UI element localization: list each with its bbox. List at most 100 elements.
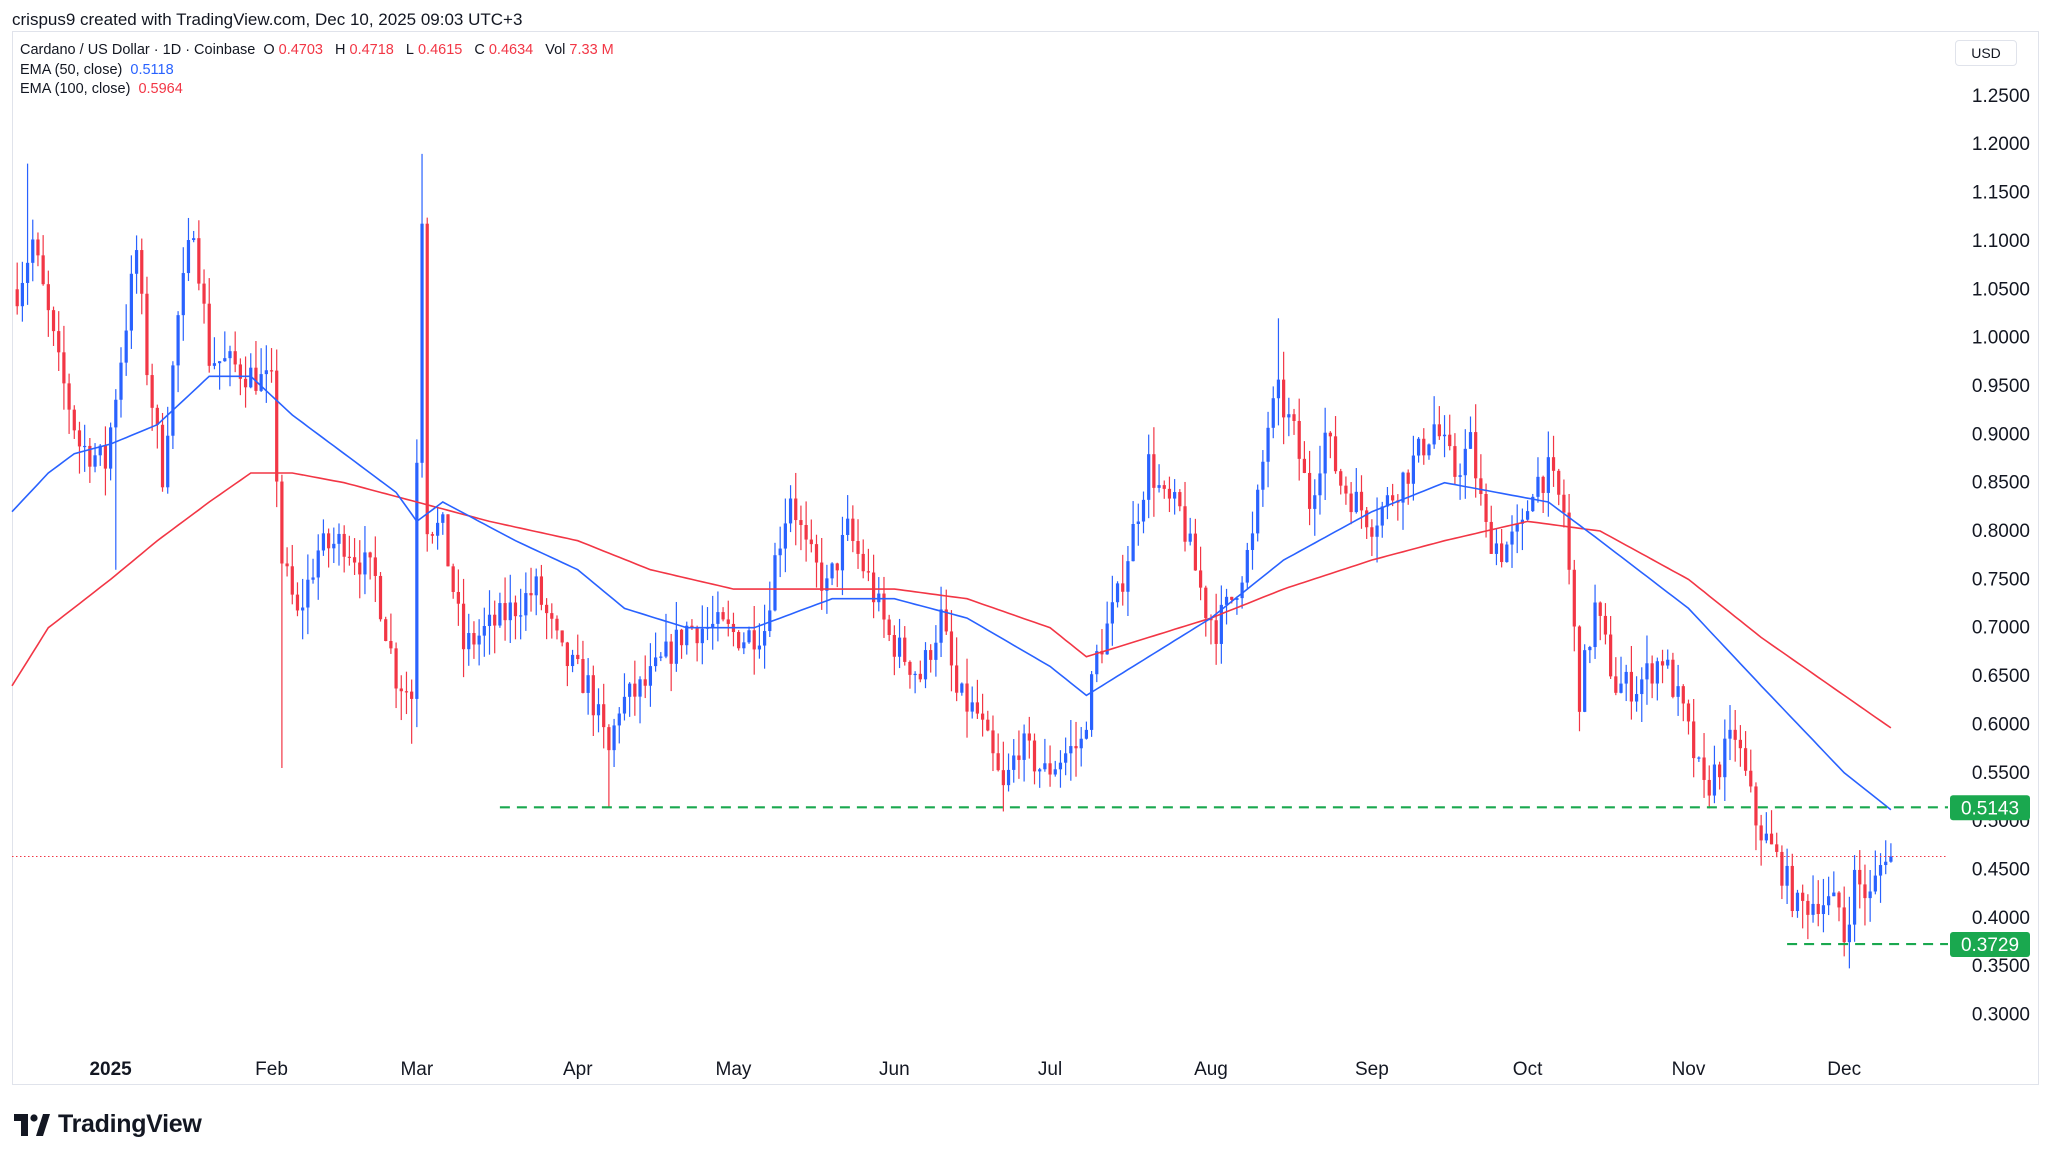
candle-body xyxy=(1370,527,1374,537)
candle-body xyxy=(1494,543,1499,554)
candle-body xyxy=(1660,661,1665,666)
candle-body xyxy=(306,579,310,608)
candle-body xyxy=(88,445,92,467)
candle-body xyxy=(1193,533,1198,571)
candle-body xyxy=(1588,647,1592,651)
candle-body xyxy=(1411,455,1416,484)
candle-body xyxy=(342,533,346,557)
ema100-legend[interactable]: EMA (100, close) 0.5964 xyxy=(20,81,187,97)
candle-body xyxy=(1551,457,1556,471)
candle-body xyxy=(176,315,180,366)
y-axis-tick-label: 0.3500 xyxy=(1972,956,2030,977)
candle-body xyxy=(1837,892,1841,908)
y-axis-tick-label: 0.7000 xyxy=(1972,618,2030,639)
support-level-tag xyxy=(1950,795,2030,821)
candle-body xyxy=(337,533,341,544)
candle-body xyxy=(207,303,211,366)
tradingview-logo[interactable]: TradingView xyxy=(14,1110,202,1139)
candle-body xyxy=(1728,729,1732,739)
candle-body xyxy=(1500,543,1504,563)
candle-body xyxy=(1474,432,1478,479)
x-axis-tick-label: Apr xyxy=(563,1059,593,1080)
x-axis-tick-label: May xyxy=(716,1059,752,1080)
candle-body xyxy=(119,362,123,400)
candle-body xyxy=(1562,494,1566,513)
candle-body xyxy=(742,642,746,649)
candle-body xyxy=(332,543,336,549)
candle-body xyxy=(181,273,185,316)
x-axis-tick-label: Jul xyxy=(1038,1059,1062,1080)
candle-body xyxy=(1572,569,1576,627)
candle-body xyxy=(243,378,248,388)
candle-body xyxy=(1323,432,1327,474)
candle-body xyxy=(674,629,678,664)
candle-body xyxy=(565,642,569,667)
candle-body xyxy=(716,612,720,624)
candle-body xyxy=(882,593,886,620)
candle-body xyxy=(877,593,881,603)
candle-body xyxy=(825,578,829,591)
candle-body xyxy=(633,683,637,697)
candle-body xyxy=(389,640,393,649)
candle-body xyxy=(1759,825,1763,841)
candle-body xyxy=(1827,896,1831,906)
candle-body xyxy=(1219,604,1223,644)
candle-body xyxy=(1380,506,1384,526)
candle-body xyxy=(1531,496,1535,512)
currency-button[interactable]: USD xyxy=(1955,40,2017,66)
candle-body xyxy=(1359,491,1364,511)
candle-body xyxy=(1785,865,1789,886)
candle-body xyxy=(747,630,751,643)
candle-body xyxy=(1692,721,1696,759)
candle-body xyxy=(1167,488,1172,499)
candle-body xyxy=(570,654,575,667)
candle-body xyxy=(1520,519,1525,524)
candle-body xyxy=(1105,623,1109,655)
candle-body xyxy=(461,603,466,650)
candle-body xyxy=(1074,746,1078,749)
candle-body xyxy=(259,374,263,391)
candle-body xyxy=(129,273,133,331)
ema50-line xyxy=(11,375,1892,811)
low-label: L xyxy=(405,42,414,58)
candle-body xyxy=(1064,753,1068,763)
ema50-value: 0.5118 xyxy=(130,62,174,78)
candle-body xyxy=(768,610,772,632)
candle-body xyxy=(1432,424,1436,445)
candle-body xyxy=(1173,492,1177,499)
candle-body xyxy=(1084,729,1089,739)
candle-body xyxy=(861,553,865,572)
candle-body xyxy=(93,455,97,467)
symbol-name[interactable]: Cardano / US Dollar · 1D · Coinbase xyxy=(20,42,256,58)
candle-body xyxy=(1878,865,1883,876)
x-axis-tick-label: Mar xyxy=(400,1059,433,1080)
symbol-legend: Cardano / US Dollar · 1D · Coinbase O 0.4… xyxy=(20,42,622,58)
candle-body xyxy=(301,607,305,611)
x-axis-tick-label: Jun xyxy=(879,1059,910,1080)
brand-wordmark: TradingView xyxy=(58,1110,202,1138)
x-axis-tick-label: Oct xyxy=(1513,1059,1543,1080)
candle-body xyxy=(472,633,476,645)
ema50-legend[interactable]: EMA (50, close) 0.5118 xyxy=(20,62,178,78)
candle-body xyxy=(1536,476,1540,497)
candle-body xyxy=(1017,755,1021,760)
volume-label: Vol xyxy=(545,42,566,58)
candle-body xyxy=(394,648,398,689)
candle-body xyxy=(814,544,819,563)
candle-body xyxy=(778,548,782,556)
candle-body xyxy=(648,666,653,686)
candle-body xyxy=(788,498,793,524)
candle-body xyxy=(643,679,647,686)
y-axis-tick-label: 1.1500 xyxy=(1972,183,2030,204)
candle-body xyxy=(1261,461,1265,490)
candle-body xyxy=(1022,733,1026,760)
candle-body xyxy=(887,619,891,635)
candle-body xyxy=(1453,446,1457,477)
candle-body xyxy=(98,445,102,456)
candle-body xyxy=(1152,454,1156,488)
candle-body xyxy=(955,665,959,693)
candle-body xyxy=(275,370,279,482)
candle-body xyxy=(1266,427,1270,462)
candle-body xyxy=(1889,856,1893,862)
